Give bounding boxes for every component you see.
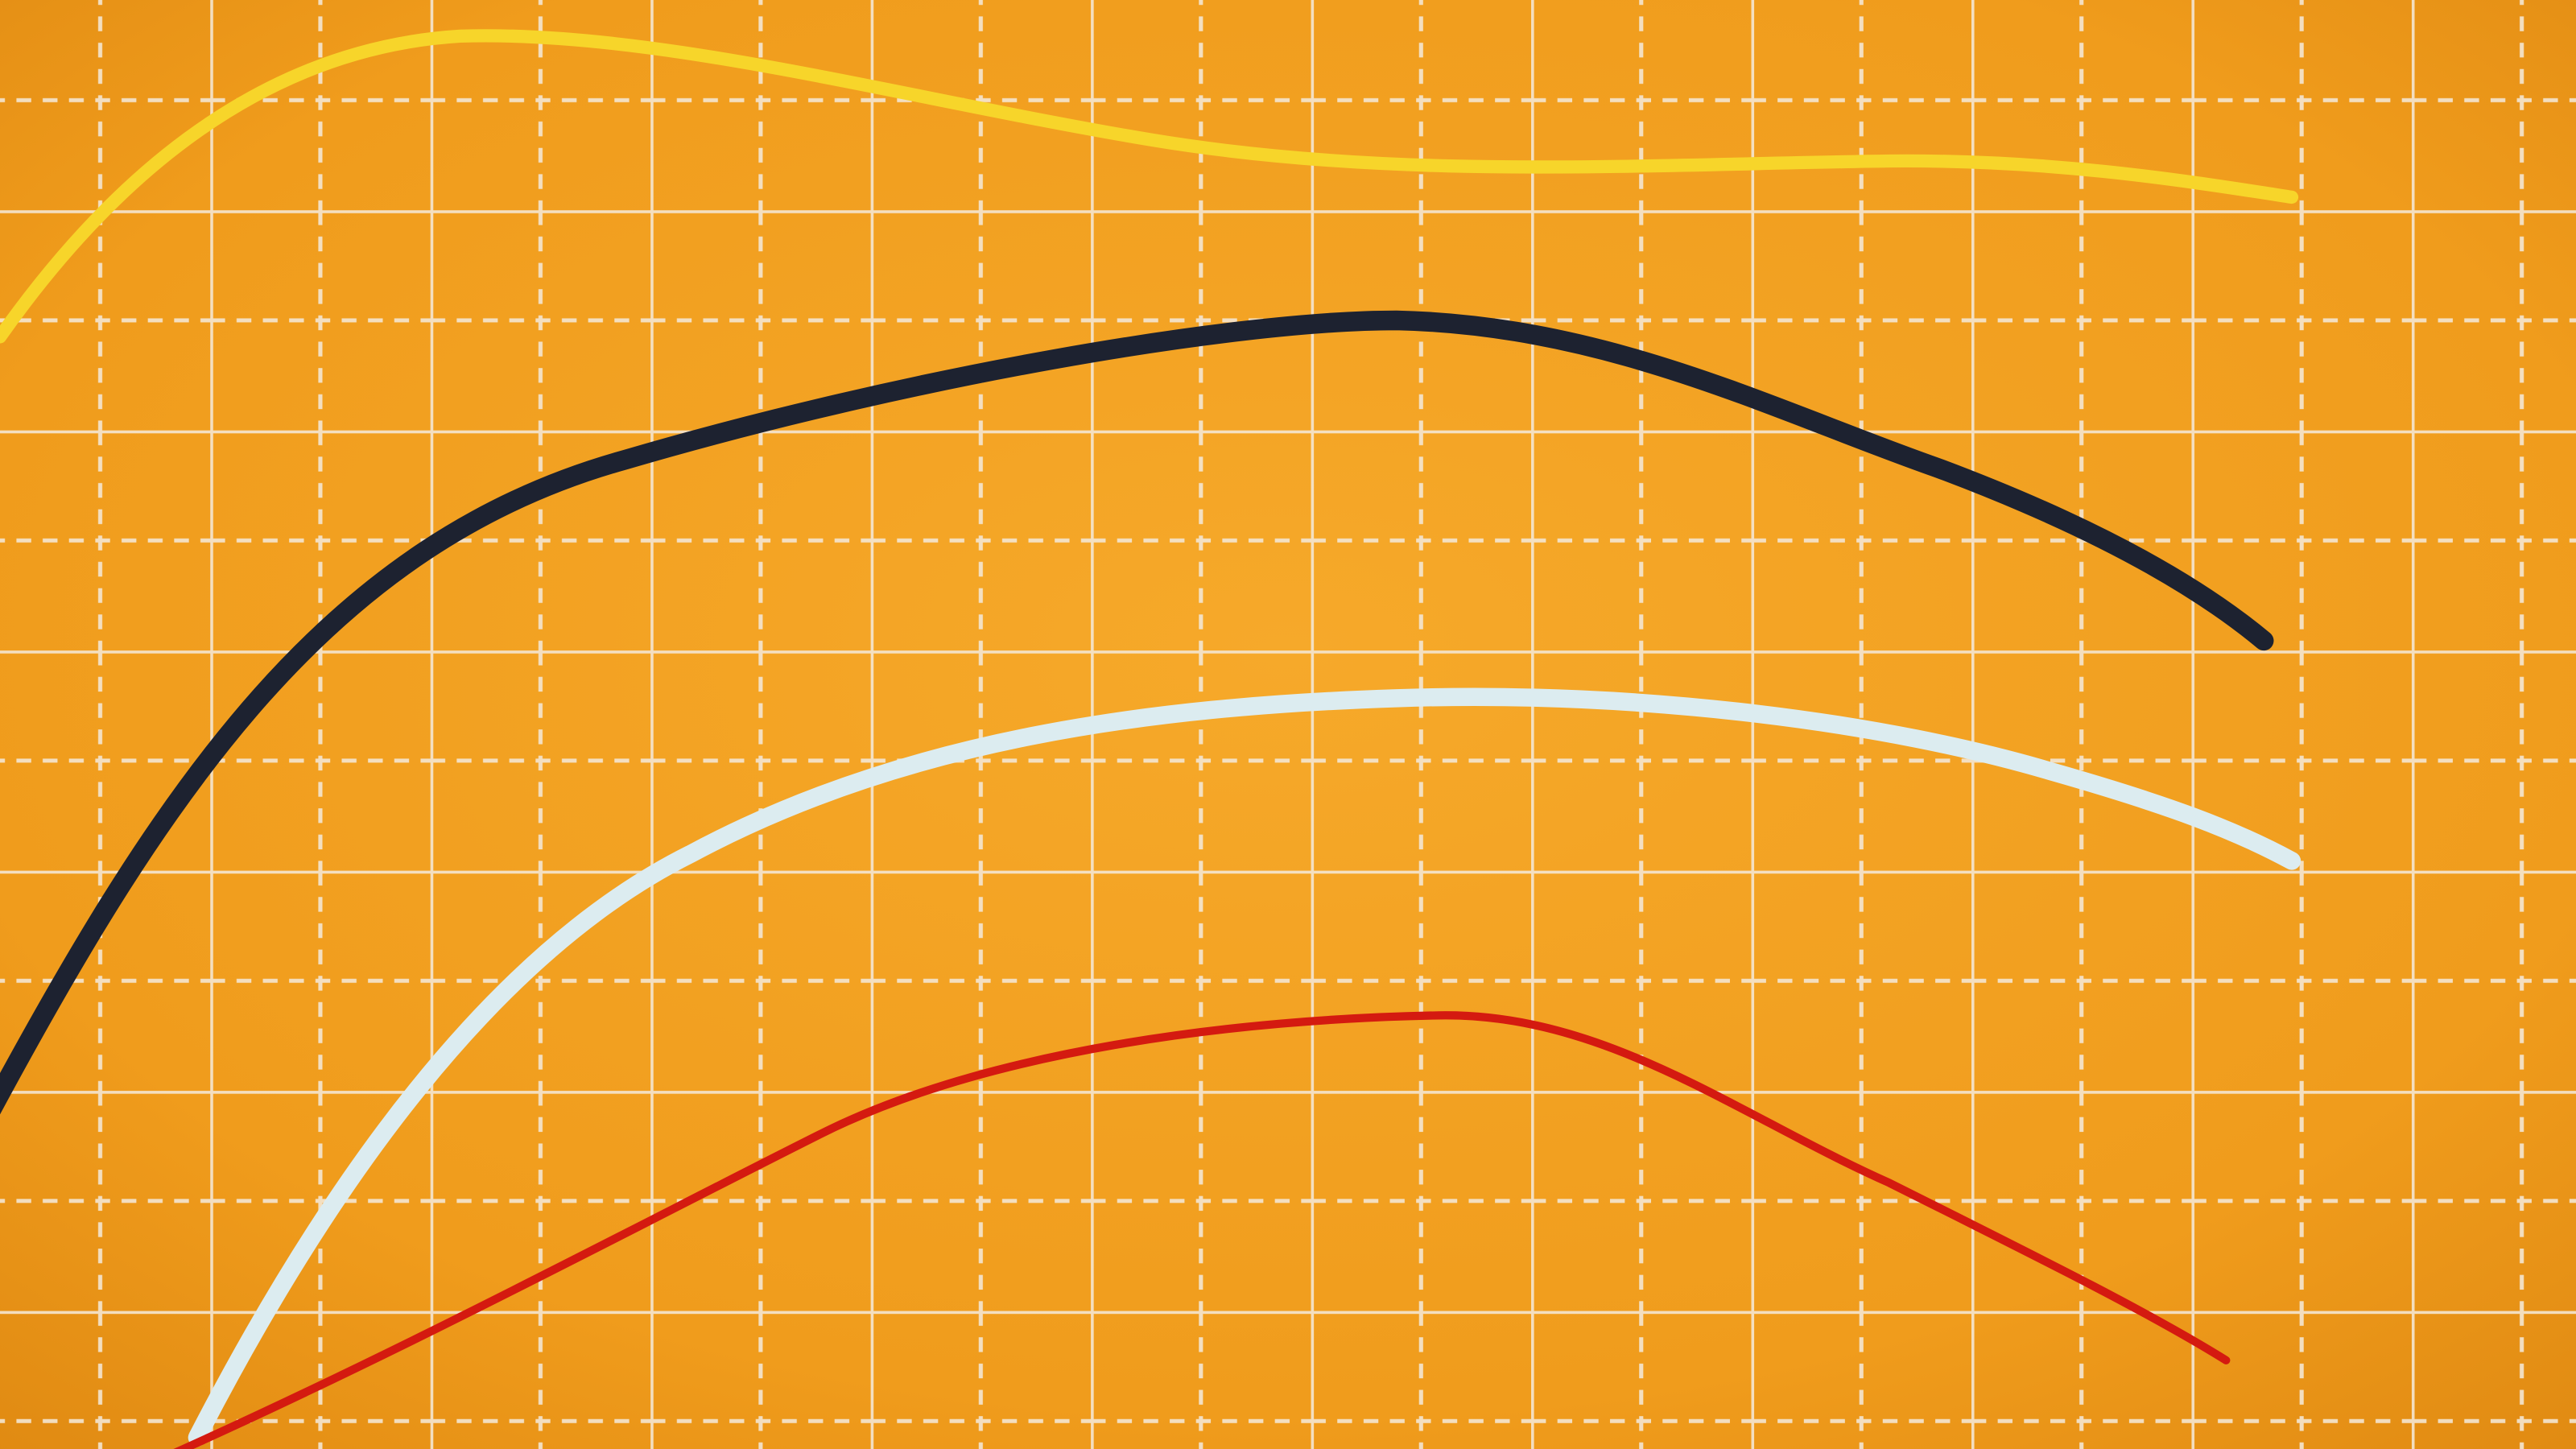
red-wire — [173, 1011, 2231, 1449]
yellow-wire — [0, 29, 2299, 344]
black-wire — [0, 310, 2274, 1115]
white-wire — [188, 687, 2301, 1447]
